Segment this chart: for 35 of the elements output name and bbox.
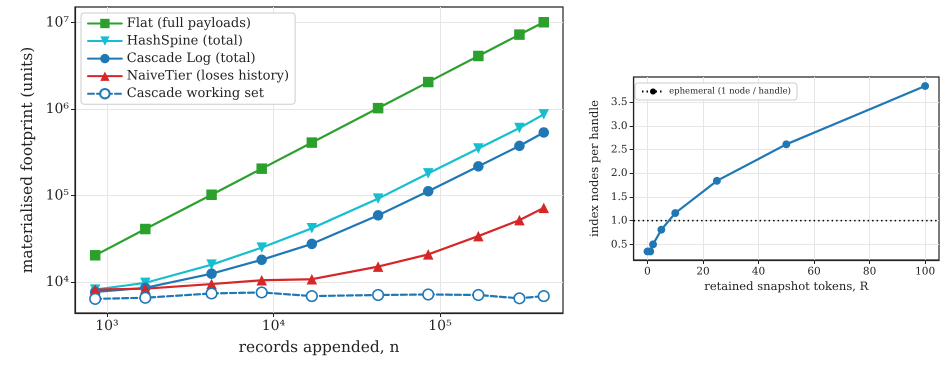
- legend-label: NaiveTier (loses history): [126, 68, 290, 84]
- x-axis-title: retained snapshot tokens, R: [704, 278, 869, 293]
- legend-label: ephemeral (1 node / handle): [669, 86, 792, 96]
- y-tick-label: 3.5: [610, 96, 628, 108]
- legend-label: HashSpine (total): [126, 34, 243, 49]
- y-tick-label: 10⁵: [46, 187, 70, 204]
- x-tick-label: 0: [644, 266, 651, 278]
- legend-label: Cascade Log (total): [126, 51, 256, 66]
- legend-label: Cascade working set: [126, 86, 265, 102]
- x-tick-label: 60: [807, 266, 821, 278]
- x-tick-label: 20: [696, 266, 710, 278]
- x-tick-label: 10³: [95, 318, 119, 334]
- y-axis-title: materialised footprint (units): [18, 46, 36, 274]
- point: [649, 240, 657, 248]
- x-tick-label: 40: [752, 266, 766, 278]
- x-tick-label: 80: [862, 266, 876, 278]
- point: [712, 176, 721, 185]
- point: [782, 140, 790, 148]
- point: [921, 82, 930, 90]
- y-tick-label: 3.0: [610, 120, 628, 132]
- x-tick-label: 10⁵: [428, 318, 452, 334]
- y-axis-title: index nodes per handle: [587, 100, 601, 237]
- y-tick-label: 2.5: [610, 144, 628, 156]
- point: [671, 209, 680, 217]
- x-axis-title: records appended, n: [238, 338, 400, 356]
- y-tick-label: 0.5: [610, 238, 628, 250]
- y-tick-label: 1.5: [610, 190, 628, 203]
- point: [657, 226, 666, 234]
- legend-label: Flat (full payloads): [126, 16, 252, 31]
- y-tick-label: 10⁷: [46, 14, 70, 30]
- y-tick-label: 10⁶: [46, 100, 70, 117]
- x-tick-label: 10⁴: [262, 318, 286, 334]
- y-tick-label: 1.0: [610, 214, 628, 227]
- x-tick-label: 100: [915, 266, 936, 278]
- y-tick-label: 2.0: [610, 167, 628, 180]
